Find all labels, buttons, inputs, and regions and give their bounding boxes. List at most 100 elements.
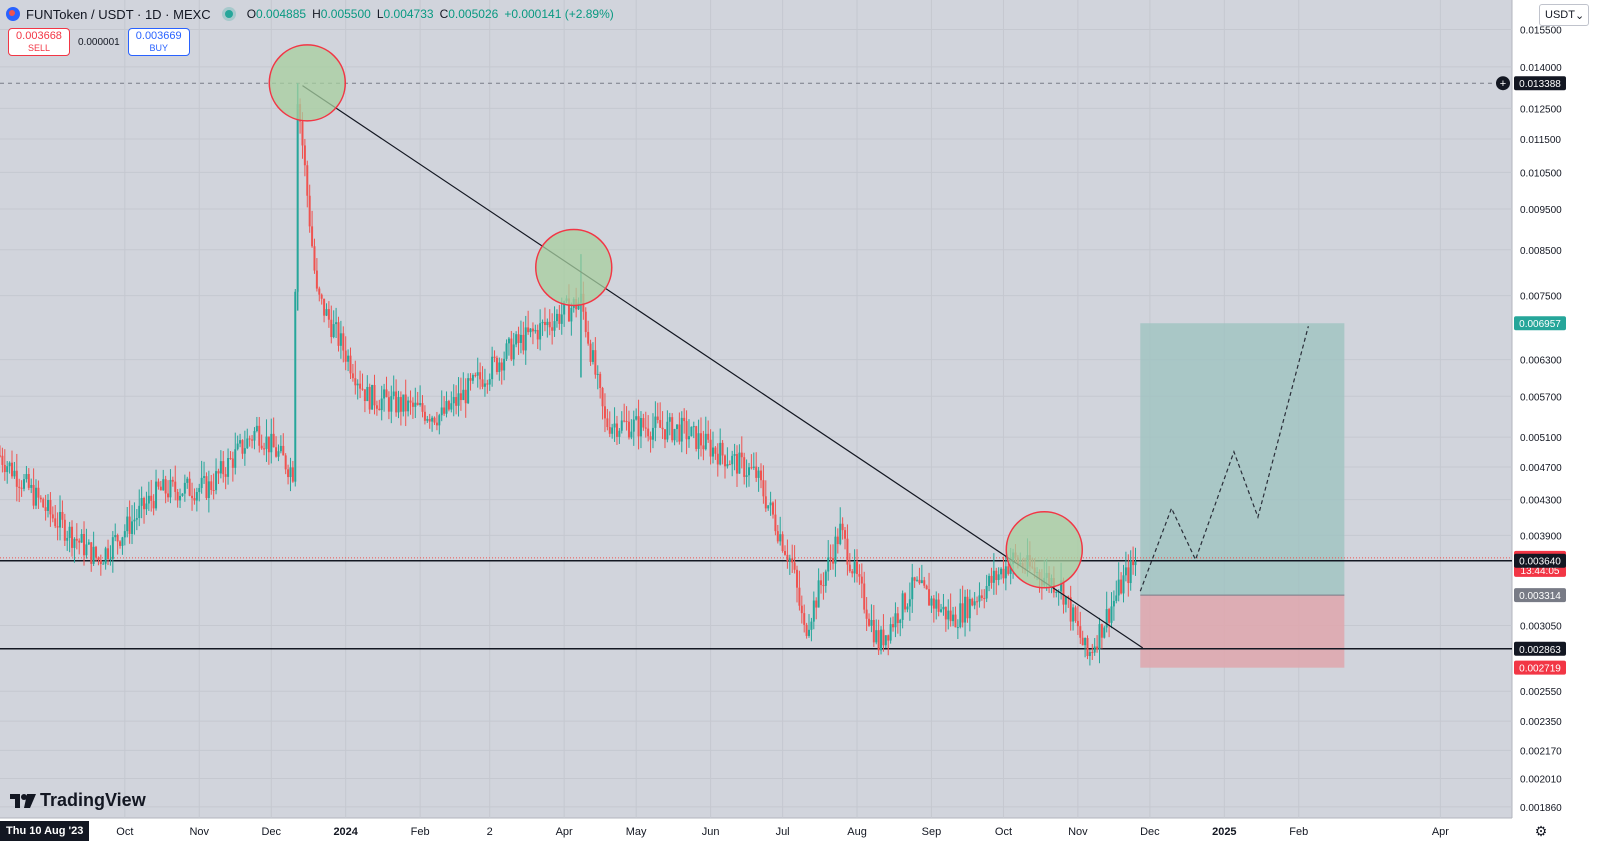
candle-body <box>872 619 875 643</box>
candle-body <box>107 548 110 559</box>
candle-body <box>615 423 618 437</box>
candle-body <box>1103 627 1106 638</box>
candle-body <box>558 313 561 324</box>
candle-body <box>1122 575 1125 594</box>
candle-body <box>860 576 863 584</box>
candle-body <box>555 313 558 322</box>
x-tick-label: Jun <box>702 826 720 838</box>
candle-body <box>20 487 23 489</box>
candle-body <box>140 498 143 506</box>
candle-body <box>531 328 534 332</box>
candle-body <box>1062 580 1065 605</box>
candle-body <box>397 397 400 413</box>
trendline <box>302 85 1144 649</box>
candle-body <box>37 487 40 498</box>
sell-button[interactable]: 0.003668 SELL <box>8 28 70 56</box>
candle-body <box>71 526 74 548</box>
y-tick-label: 0.005700 <box>1520 392 1562 403</box>
candle-body <box>171 479 174 482</box>
candle-body <box>522 334 525 351</box>
candle-body <box>387 397 390 412</box>
tradingview-logo[interactable]: TradingView <box>10 790 146 811</box>
candle-body <box>13 470 16 477</box>
spread-value: 0.000001 <box>78 36 120 48</box>
candle-body <box>426 418 429 421</box>
currency-select[interactable]: USDT ⌄ <box>1539 4 1589 26</box>
candle-body <box>59 511 62 528</box>
candle-body <box>726 464 729 467</box>
candle-body <box>236 443 239 450</box>
candle-body <box>56 526 59 528</box>
candle-body <box>253 431 256 441</box>
trade-panel: 0.003668 SELL 0.000001 0.003669 BUY <box>8 28 190 56</box>
candle-body <box>728 464 731 466</box>
candle-body <box>961 603 964 623</box>
price-label-bg <box>1514 316 1566 331</box>
candle-body <box>853 560 856 574</box>
candle-body <box>167 493 170 498</box>
candle-body <box>179 495 182 501</box>
candle-body <box>90 542 93 564</box>
ohlc-close: 0.005026 <box>448 7 499 21</box>
candle-body <box>263 448 266 450</box>
candle-body <box>642 418 645 428</box>
candle-body <box>627 421 630 438</box>
candle-body <box>327 309 330 320</box>
candle-body <box>709 439 712 457</box>
candle-body <box>447 401 450 410</box>
candle-body <box>92 546 95 564</box>
candle-body <box>443 407 446 414</box>
candle-body <box>1 455 4 465</box>
gear-icon[interactable]: ⚙ <box>1534 823 1548 839</box>
price-label: 0.013388 <box>1519 79 1561 90</box>
y-tick-label: 0.009500 <box>1520 205 1562 216</box>
candle-body <box>205 476 208 499</box>
candle-body <box>311 226 314 247</box>
candle-body <box>150 495 153 501</box>
candle-body <box>135 518 138 520</box>
candle-body <box>781 534 784 552</box>
candle-body <box>863 583 866 610</box>
candle-body <box>1069 597 1072 622</box>
crosshair-date-label: Thu 10 Aug '23 <box>0 821 90 841</box>
candle-body <box>481 379 484 387</box>
candle-body <box>1076 620 1079 627</box>
candle-body <box>459 393 462 401</box>
candle-body <box>798 587 801 606</box>
candle-body <box>983 597 986 599</box>
candle-body <box>147 495 150 504</box>
candle-body <box>246 438 249 449</box>
candle-body <box>183 482 186 494</box>
candle-body <box>455 397 458 406</box>
candle-body <box>227 458 230 477</box>
plus-icon: + <box>1500 78 1506 90</box>
candle-body <box>764 496 767 509</box>
candle-body <box>760 470 763 481</box>
candle-body <box>997 574 1000 580</box>
candle-body <box>865 609 868 619</box>
candle-body <box>719 442 722 465</box>
candle-body <box>438 415 441 426</box>
candle-body <box>882 629 885 646</box>
candle-body <box>551 327 554 331</box>
candle-body <box>920 580 923 584</box>
candle-body <box>815 600 818 608</box>
candle-body <box>66 537 69 541</box>
candle-body <box>392 391 395 397</box>
candle-body <box>1004 566 1007 579</box>
candle-body <box>1129 560 1132 584</box>
candle-body <box>925 585 928 590</box>
candle-body <box>315 270 318 289</box>
currency-value: USDT <box>1545 9 1575 21</box>
candle-body <box>940 609 943 612</box>
x-tick-label: Jul <box>776 826 790 838</box>
candle-body <box>174 481 177 492</box>
candle-body <box>913 577 916 581</box>
candle-body <box>75 538 78 541</box>
candle-body <box>839 523 842 545</box>
symbol-title[interactable]: FUNToken / USDT · 1D · MEXC <box>26 6 211 22</box>
buy-button[interactable]: 0.003669 BUY <box>127 28 190 56</box>
y-tick-label: 0.002350 <box>1520 717 1562 728</box>
candle-body <box>1000 568 1003 575</box>
